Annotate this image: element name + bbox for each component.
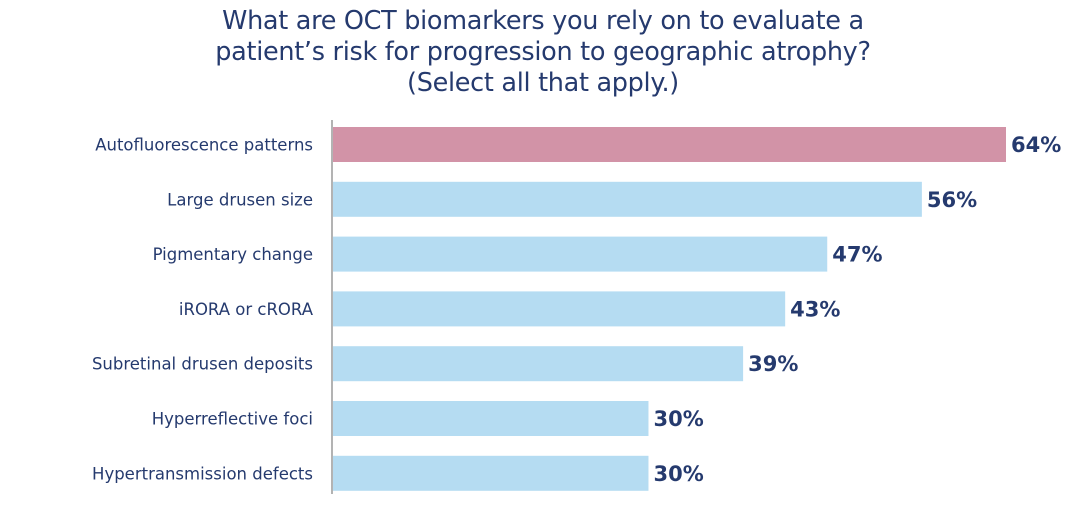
value-label: 56% <box>927 188 977 212</box>
value-label: 39% <box>748 352 798 376</box>
category-label: Subretinal drusen deposits <box>92 355 313 374</box>
chart-title-line: patient’s risk for progression to geogra… <box>215 37 871 67</box>
bar <box>333 236 828 272</box>
chart-title-line: (Select all that apply.) <box>407 68 679 98</box>
chart-title: What are OCT biomarkers you rely on to e… <box>0 6 1086 99</box>
category-label: iRORA or cRORA <box>179 300 314 319</box>
value-label: 64% <box>1011 133 1061 157</box>
value-label: 30% <box>653 462 703 486</box>
bar <box>333 181 922 217</box>
category-label: Pigmentary change <box>153 245 313 264</box>
bar <box>333 127 1006 162</box>
value-label: 47% <box>832 243 882 267</box>
value-label: 43% <box>790 297 840 321</box>
category-label: Large drusen size <box>167 190 313 209</box>
value-label: 30% <box>653 407 703 431</box>
bar <box>333 401 649 436</box>
category-label: Hypertransmission defects <box>92 464 313 483</box>
bar <box>333 346 744 382</box>
bar <box>333 455 649 491</box>
bar <box>333 291 786 327</box>
category-label: Hyperreflective foci <box>152 410 313 429</box>
chart-title-line: What are OCT biomarkers you rely on to e… <box>222 6 864 36</box>
category-label: Autofluorescence patterns <box>95 136 313 155</box>
